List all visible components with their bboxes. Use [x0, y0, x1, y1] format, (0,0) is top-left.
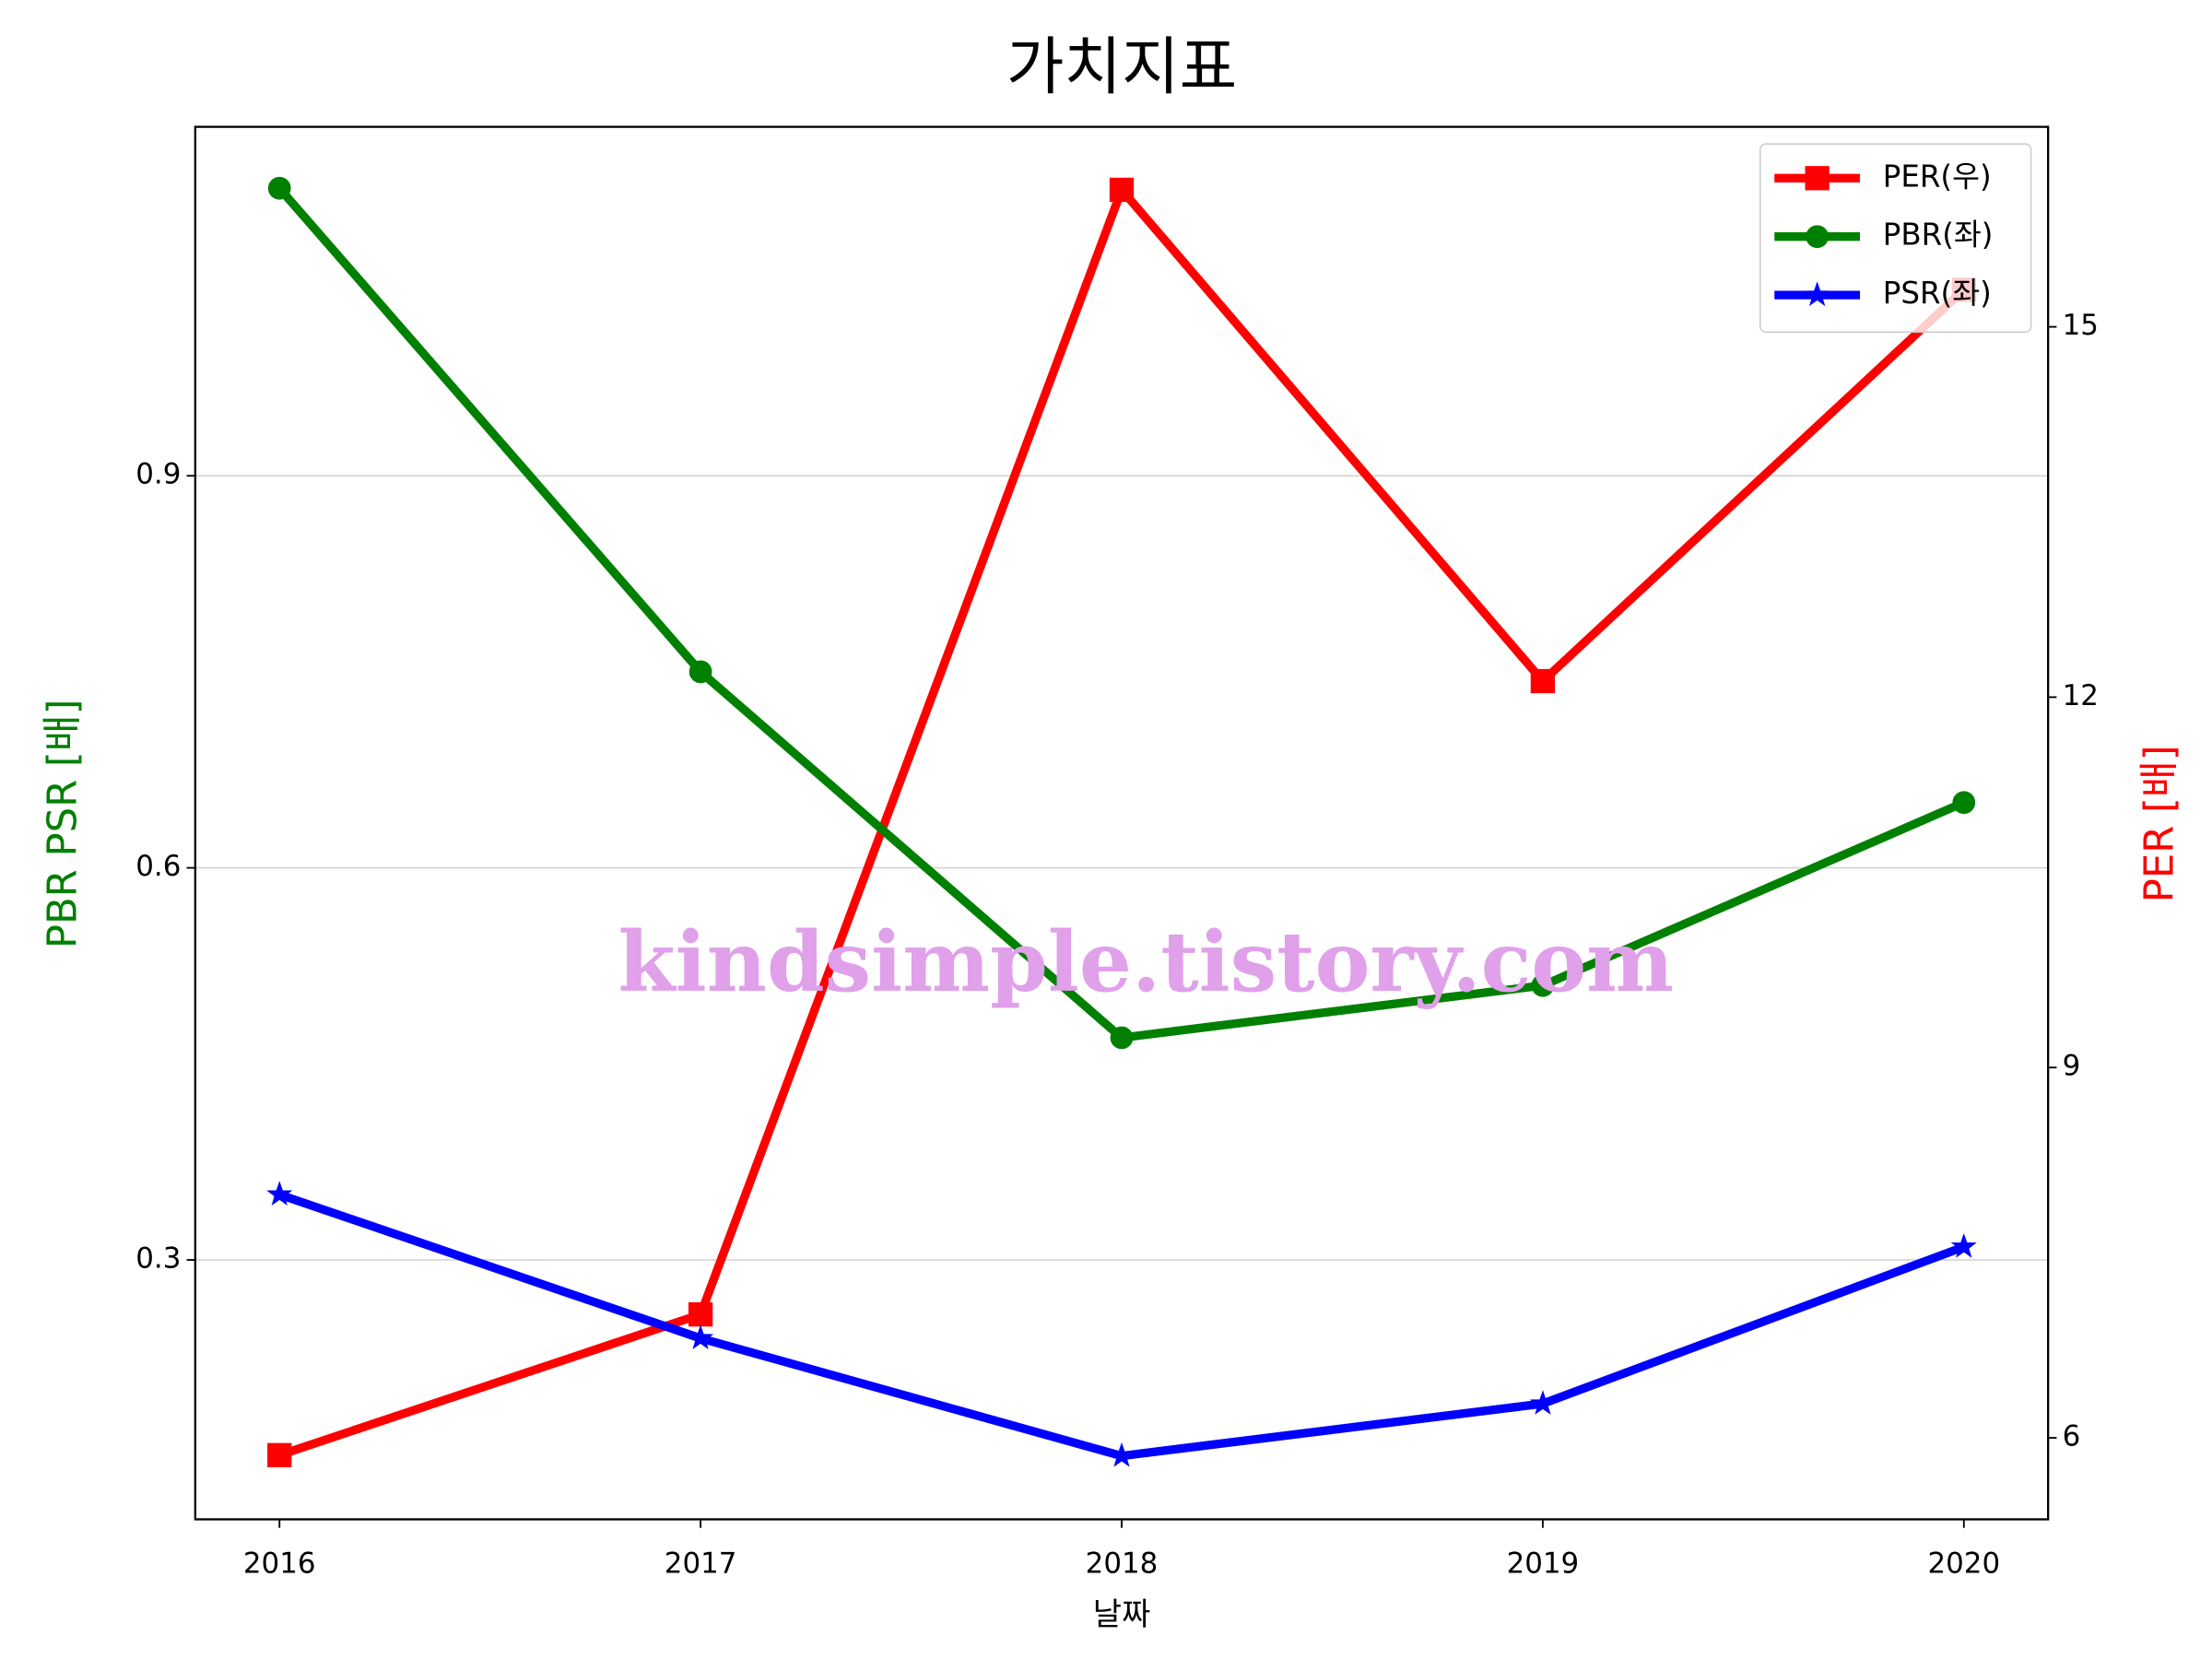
y2-tick-label: 12 [2063, 679, 2099, 712]
marker [1806, 225, 1830, 249]
marker [1952, 791, 1976, 815]
y-axis-label: PBR PSR [배] [41, 700, 87, 949]
x-tick-label: 2018 [1086, 1547, 1159, 1580]
legend: PER(우) PBR(좌) PSR(좌) [1759, 143, 2032, 334]
marker [1805, 166, 1830, 191]
x-tick-label: 2017 [665, 1547, 737, 1580]
marker [267, 1442, 292, 1467]
legend-label: PSR(좌) [1883, 276, 1992, 311]
y2-tick-label: 15 [2063, 309, 2099, 342]
marker [1804, 281, 1830, 307]
y-tick-label: 0.9 [135, 458, 181, 491]
marker [266, 1181, 293, 1206]
legend-label: PBR(좌) [1883, 218, 1994, 253]
legend-label: PER(우) [1883, 159, 1992, 194]
marker [1110, 1026, 1134, 1050]
y2-tick-label: 9 [2063, 1050, 2081, 1083]
chart-title: 가치지표 [1006, 31, 1237, 104]
y-tick-label: 0.6 [135, 850, 181, 883]
x-tick-label: 2020 [1927, 1547, 2000, 1580]
marker [688, 1301, 713, 1327]
y2-tick-label: 6 [2063, 1420, 2081, 1453]
legend-box [1759, 143, 2032, 334]
x-tick-label: 2019 [1507, 1547, 1580, 1580]
marker [688, 660, 712, 684]
marker [1109, 1441, 1135, 1467]
y2-axis-label: PER [배] [2136, 745, 2183, 902]
marker [1531, 973, 1555, 997]
x-tick-label: 2016 [243, 1547, 316, 1580]
plot-frame [194, 125, 2050, 1521]
marker [1530, 668, 1556, 694]
marker [688, 1324, 714, 1350]
watermark: kindsimple.tistory.com [618, 914, 1675, 1011]
marker [1950, 1233, 1977, 1258]
x-axis-label: 날짜 [1093, 1596, 1151, 1633]
marker [267, 176, 291, 200]
marker [1109, 177, 1135, 203]
y-tick-label: 0.3 [135, 1241, 181, 1275]
marker [1529, 1390, 1557, 1415]
